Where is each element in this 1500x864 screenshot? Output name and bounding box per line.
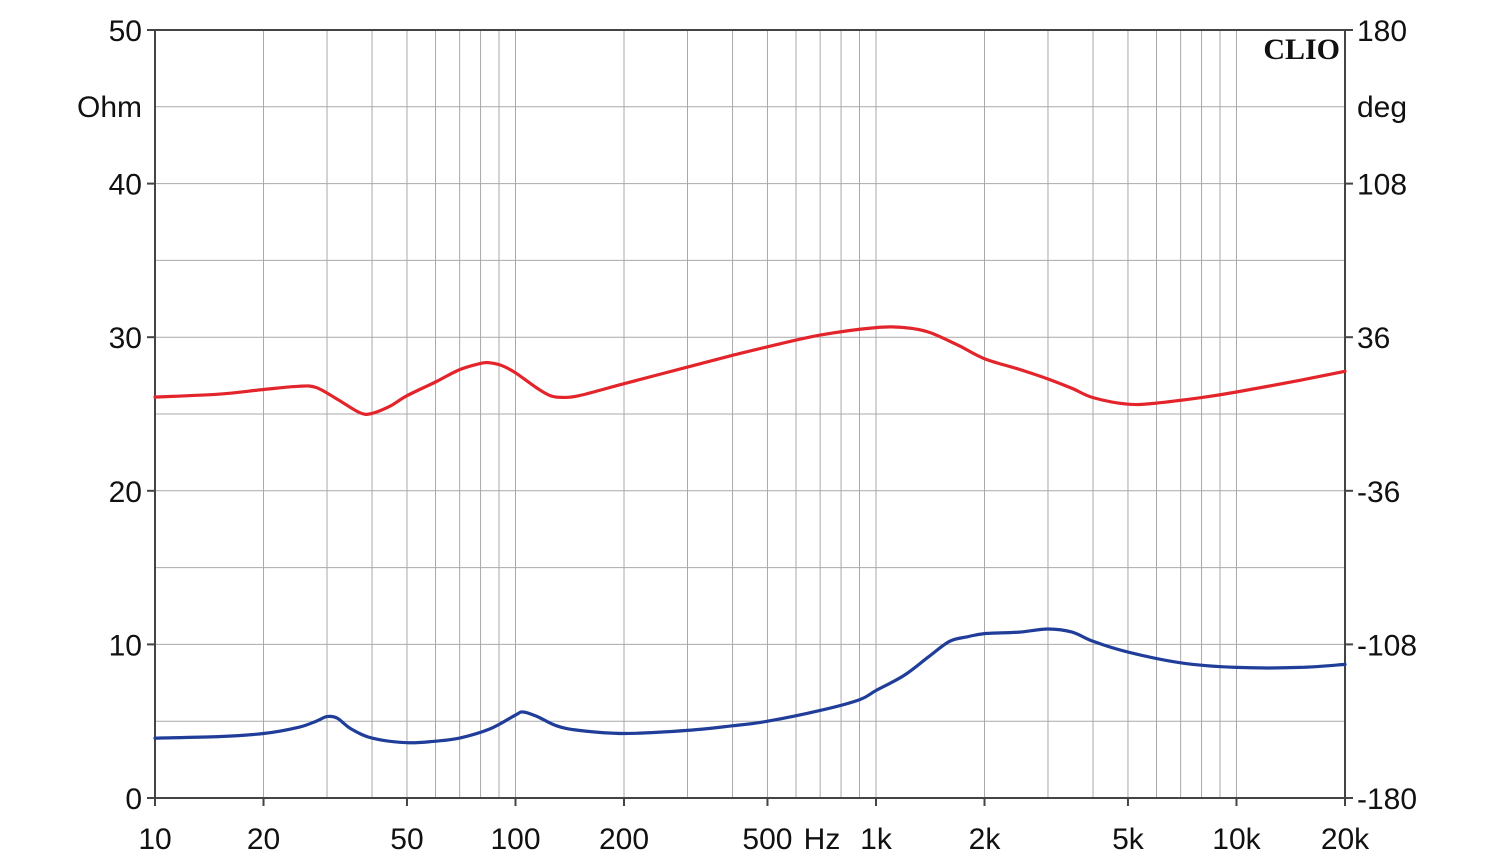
left-tick-label: 20 <box>109 476 142 509</box>
x-tick-label: 10 <box>138 823 171 856</box>
left-tick-label: 50 <box>109 15 142 48</box>
x-tick-label: 1k <box>860 823 893 856</box>
right-tick-label: 180 <box>1357 15 1407 48</box>
x-tick-label: 500 <box>742 823 792 856</box>
plot-frame <box>154 29 1346 799</box>
series-group <box>153 325 1347 745</box>
right-tick-label: 108 <box>1357 169 1407 202</box>
x-axis-unit: Hz <box>804 823 841 856</box>
right-tick-label: 36 <box>1357 322 1390 355</box>
right-axis-unit: deg <box>1357 91 1407 124</box>
left-tick-label: 0 <box>125 783 142 816</box>
x-tick-label: 10k <box>1212 823 1261 856</box>
axis-labels: 10 20 50 100 200 500 1k 2k 5k 10k 20k 0 10 20 30 40 50 -1… <box>109 15 1417 856</box>
left-axis-unit: Ohm <box>77 91 142 124</box>
impedance-series-line <box>153 627 1347 745</box>
phase-series-line <box>153 325 1347 416</box>
x-tick-label: 200 <box>599 823 649 856</box>
x-tick-label: 100 <box>490 823 540 856</box>
right-tick-label: -108 <box>1357 629 1417 662</box>
right-tick-label: -36 <box>1357 476 1400 509</box>
right-tick-label: -180 <box>1357 783 1417 816</box>
x-tick-label: 50 <box>390 823 423 856</box>
clio-watermark: CLIO <box>1263 33 1340 66</box>
x-tick-label: 5k <box>1112 823 1145 856</box>
x-tick-label: 20 <box>247 823 280 856</box>
x-tick-label: 20k <box>1321 823 1370 856</box>
grid <box>155 30 1345 798</box>
x-tick-label: 2k <box>969 823 1002 856</box>
left-tick-label: 10 <box>109 629 142 662</box>
left-tick-label: 30 <box>109 322 142 355</box>
left-tick-label: 40 <box>109 169 142 202</box>
